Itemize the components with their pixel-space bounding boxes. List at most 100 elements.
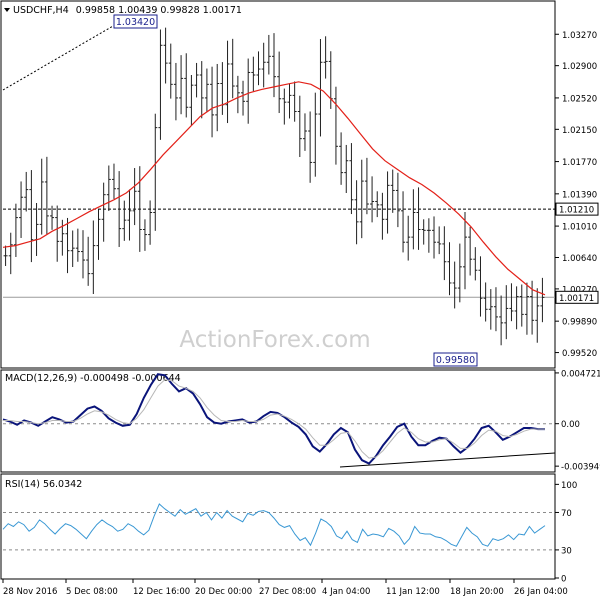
candle <box>519 284 524 327</box>
ohlc-label: 0.99858 1.00439 0.99828 1.00171 <box>76 5 242 16</box>
rsi-y-tick-label: 30 <box>561 546 572 556</box>
x-tick-label: 5 Dec 08:00 <box>66 587 118 597</box>
macd-y-tick-label: 0.004721 <box>561 369 600 379</box>
candle <box>96 209 101 260</box>
current-price-label-box <box>555 290 599 304</box>
candle <box>106 165 111 211</box>
candle <box>199 61 204 119</box>
x-axis: 28 Nov 2016 5 Dec 08:00 12 Dec 16:00 20 Dec… <box>2 579 568 597</box>
candle <box>380 192 385 240</box>
price-y-tick-label: 1.03270 <box>562 31 597 41</box>
x-tick-label: 11 Jan 12:00 <box>386 587 440 597</box>
watermark-text: ActionForex.com <box>179 327 370 353</box>
macd-signal-line <box>3 379 545 459</box>
low-annotation-box <box>433 352 478 367</box>
candle <box>204 68 209 113</box>
high-annotation-box <box>113 14 158 29</box>
candle <box>251 56 256 92</box>
candle <box>426 218 431 253</box>
candle <box>313 92 318 177</box>
macd-y-axis: 0.004721 0.00 -0.003949 <box>555 369 600 473</box>
current-price-label: 1.00171 <box>559 294 594 304</box>
candle <box>24 171 29 212</box>
candle <box>488 289 493 330</box>
rsi-line <box>2 503 546 547</box>
x-tick-label: 20 Dec 00:00 <box>195 587 252 597</box>
rsi-y-axis: 100 70 30 0 <box>555 481 577 585</box>
candle <box>287 83 292 119</box>
price-ma <box>2 81 546 296</box>
symbol-label: USDCHF,H4 <box>13 5 69 16</box>
high-annotation-label: 1.03420 <box>116 17 155 28</box>
candle <box>101 182 106 242</box>
candle <box>55 205 60 262</box>
price-y-tick-label: 1.01010 <box>562 223 597 233</box>
candle <box>406 215 411 261</box>
price-y-axis: 1.03270 1.02900 1.02520 1.02150 1.01770 1.013… <box>555 31 599 359</box>
x-tick-label: 26 Jan 04:00 <box>514 587 568 597</box>
price-y-tick-label: 1.02900 <box>562 62 597 72</box>
macd-panel-frame <box>0 369 556 473</box>
candle <box>8 232 13 275</box>
x-tick-label: 18 Jan 20:00 <box>450 587 504 597</box>
candle <box>416 187 421 250</box>
candle <box>184 53 189 118</box>
candle <box>29 170 34 263</box>
candle <box>225 40 230 124</box>
macd-trend-line <box>339 452 556 468</box>
candle <box>173 62 178 121</box>
price-y-tick-label: 1.01390 <box>562 190 597 200</box>
x-tick-label: 12 Dec 16:00 <box>133 587 190 597</box>
price-y-tick-label: 0.99520 <box>562 349 597 359</box>
candle <box>478 256 483 317</box>
candle <box>122 200 127 241</box>
candle <box>333 86 338 165</box>
candle <box>194 62 199 98</box>
price-panel-frame <box>0 0 556 369</box>
candle <box>437 226 442 255</box>
candle <box>302 113 307 151</box>
candle <box>504 285 509 340</box>
candle <box>390 169 395 213</box>
candle <box>473 247 478 281</box>
price-title: USDCHF,H4 0.99858 1.00439 0.99828 1.0017… <box>13 5 242 16</box>
candle <box>297 95 302 157</box>
candle <box>13 203 18 257</box>
candle <box>457 243 462 303</box>
candle <box>385 171 390 234</box>
rsi-y-tick-label: 100 <box>561 481 577 491</box>
price-y-tick-label: 1.02520 <box>562 94 597 104</box>
candle <box>246 58 251 124</box>
candle <box>39 158 44 235</box>
macd-y-tick-label: -0.003949 <box>561 463 600 473</box>
x-tick-label: 27 Dec 08:00 <box>259 587 316 597</box>
candle <box>142 219 147 251</box>
rsi-title: RSI(14) 56.0342 <box>5 479 82 490</box>
candle <box>447 242 452 296</box>
candle <box>468 226 473 276</box>
candle <box>318 39 323 137</box>
candle <box>364 157 369 215</box>
candle <box>323 36 328 79</box>
price-y-tick-label: 1.00640 <box>562 254 597 264</box>
candle <box>179 55 184 115</box>
resistance-label-box <box>555 202 599 216</box>
low-annotation: 0.99580 <box>433 352 478 367</box>
chart-menu-icon[interactable] <box>4 8 10 12</box>
resistance-label: 1.01210 <box>559 206 594 216</box>
candle <box>370 176 375 223</box>
candle <box>132 168 137 226</box>
candle <box>91 220 96 294</box>
candle <box>354 180 359 245</box>
candle <box>163 27 168 84</box>
low-annotation-label: 0.99580 <box>436 355 475 366</box>
high-annotation: 1.03420 <box>113 14 158 29</box>
candle <box>359 159 364 239</box>
candle <box>117 171 122 247</box>
candle <box>168 43 173 99</box>
candle <box>65 217 70 274</box>
candle <box>277 51 282 114</box>
candle <box>535 288 540 343</box>
candle <box>261 42 266 88</box>
